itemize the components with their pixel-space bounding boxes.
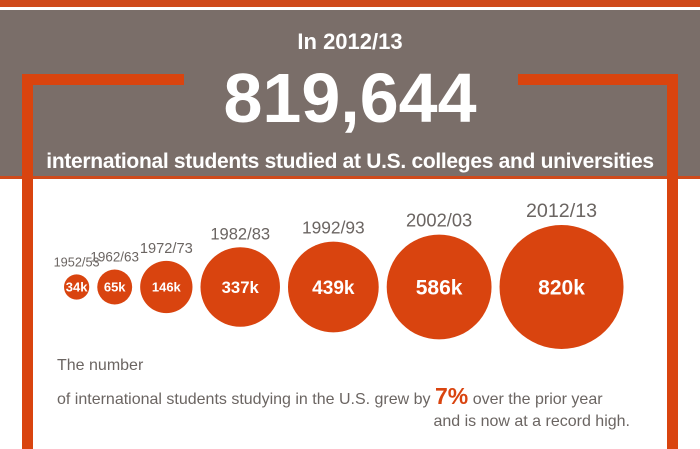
- frame-left: [22, 74, 33, 449]
- caption-line-2: of international students studying in th…: [57, 385, 603, 411]
- header-banner: In 2012/13 819,644 international student…: [0, 10, 700, 176]
- bubble-value-label: 65k: [104, 280, 126, 295]
- year-label: 1972/73: [140, 241, 193, 257]
- year-label: 1992/93: [302, 218, 365, 238]
- bubble-value-label: 820k: [538, 277, 585, 300]
- header-kicker: In 2012/13: [297, 29, 403, 54]
- frame-right: [667, 74, 678, 449]
- bubble-1972/73: [140, 260, 193, 314]
- year-label: 1982/83: [210, 224, 270, 243]
- caption-line-1: The number: [57, 357, 144, 374]
- bubble-1992/93: [287, 241, 379, 333]
- bubble-value-label: 337k: [222, 278, 260, 297]
- year-label: 2002/03: [406, 210, 472, 231]
- bubble-value-label: 34k: [66, 280, 88, 295]
- year-label: 1952/53: [54, 254, 100, 269]
- frame-top-right: [518, 74, 678, 85]
- top-accent-line: [0, 0, 700, 7]
- year-label: 1962/63: [90, 250, 139, 265]
- header-subtitle: international students studied at U.S. c…: [46, 150, 654, 173]
- caption-text-after: over the prior year: [472, 391, 603, 408]
- bubble-2012/13: [499, 225, 624, 349]
- bubble-value-label: 586k: [416, 277, 463, 300]
- bubble-value-label: 439k: [312, 278, 355, 299]
- banner-bottom-line: [0, 176, 700, 179]
- caption-line-3: and is now at a record high.: [433, 413, 630, 430]
- caption-text-before: of international students studying in th…: [57, 391, 431, 408]
- bubble-2002/03: [386, 234, 492, 340]
- frame-top-left: [22, 74, 184, 85]
- growth-percent: 7%: [435, 383, 469, 409]
- bubble-1982/83: [200, 247, 280, 327]
- bubble-value-label: 146k: [152, 280, 182, 295]
- bubble-1952/53: [64, 274, 90, 300]
- year-label: 2012/13: [526, 200, 597, 222]
- bubble-1962/63: [97, 269, 133, 305]
- total-students-number: 819,644: [223, 59, 477, 137]
